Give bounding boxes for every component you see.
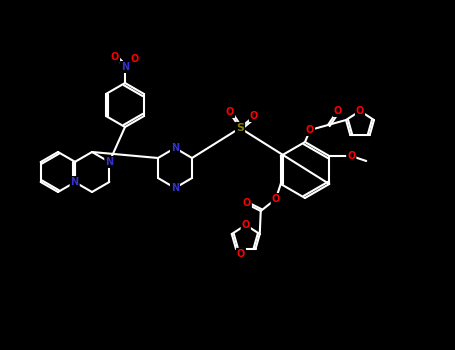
Text: O: O [131, 54, 139, 64]
Text: N: N [71, 177, 79, 187]
Text: N: N [105, 157, 113, 167]
Text: S: S [236, 123, 244, 133]
Text: O: O [243, 198, 251, 208]
Text: O: O [226, 107, 234, 117]
Text: O: O [356, 106, 364, 116]
Text: O: O [272, 194, 280, 204]
Text: O: O [334, 106, 342, 116]
Text: N: N [171, 183, 179, 193]
Text: N: N [121, 62, 129, 72]
Text: O: O [347, 151, 355, 161]
Text: O: O [111, 52, 119, 62]
Text: O: O [242, 220, 250, 230]
Text: O: O [250, 111, 258, 121]
Text: O: O [306, 125, 314, 135]
Text: O: O [237, 249, 245, 259]
Text: N: N [171, 143, 179, 153]
